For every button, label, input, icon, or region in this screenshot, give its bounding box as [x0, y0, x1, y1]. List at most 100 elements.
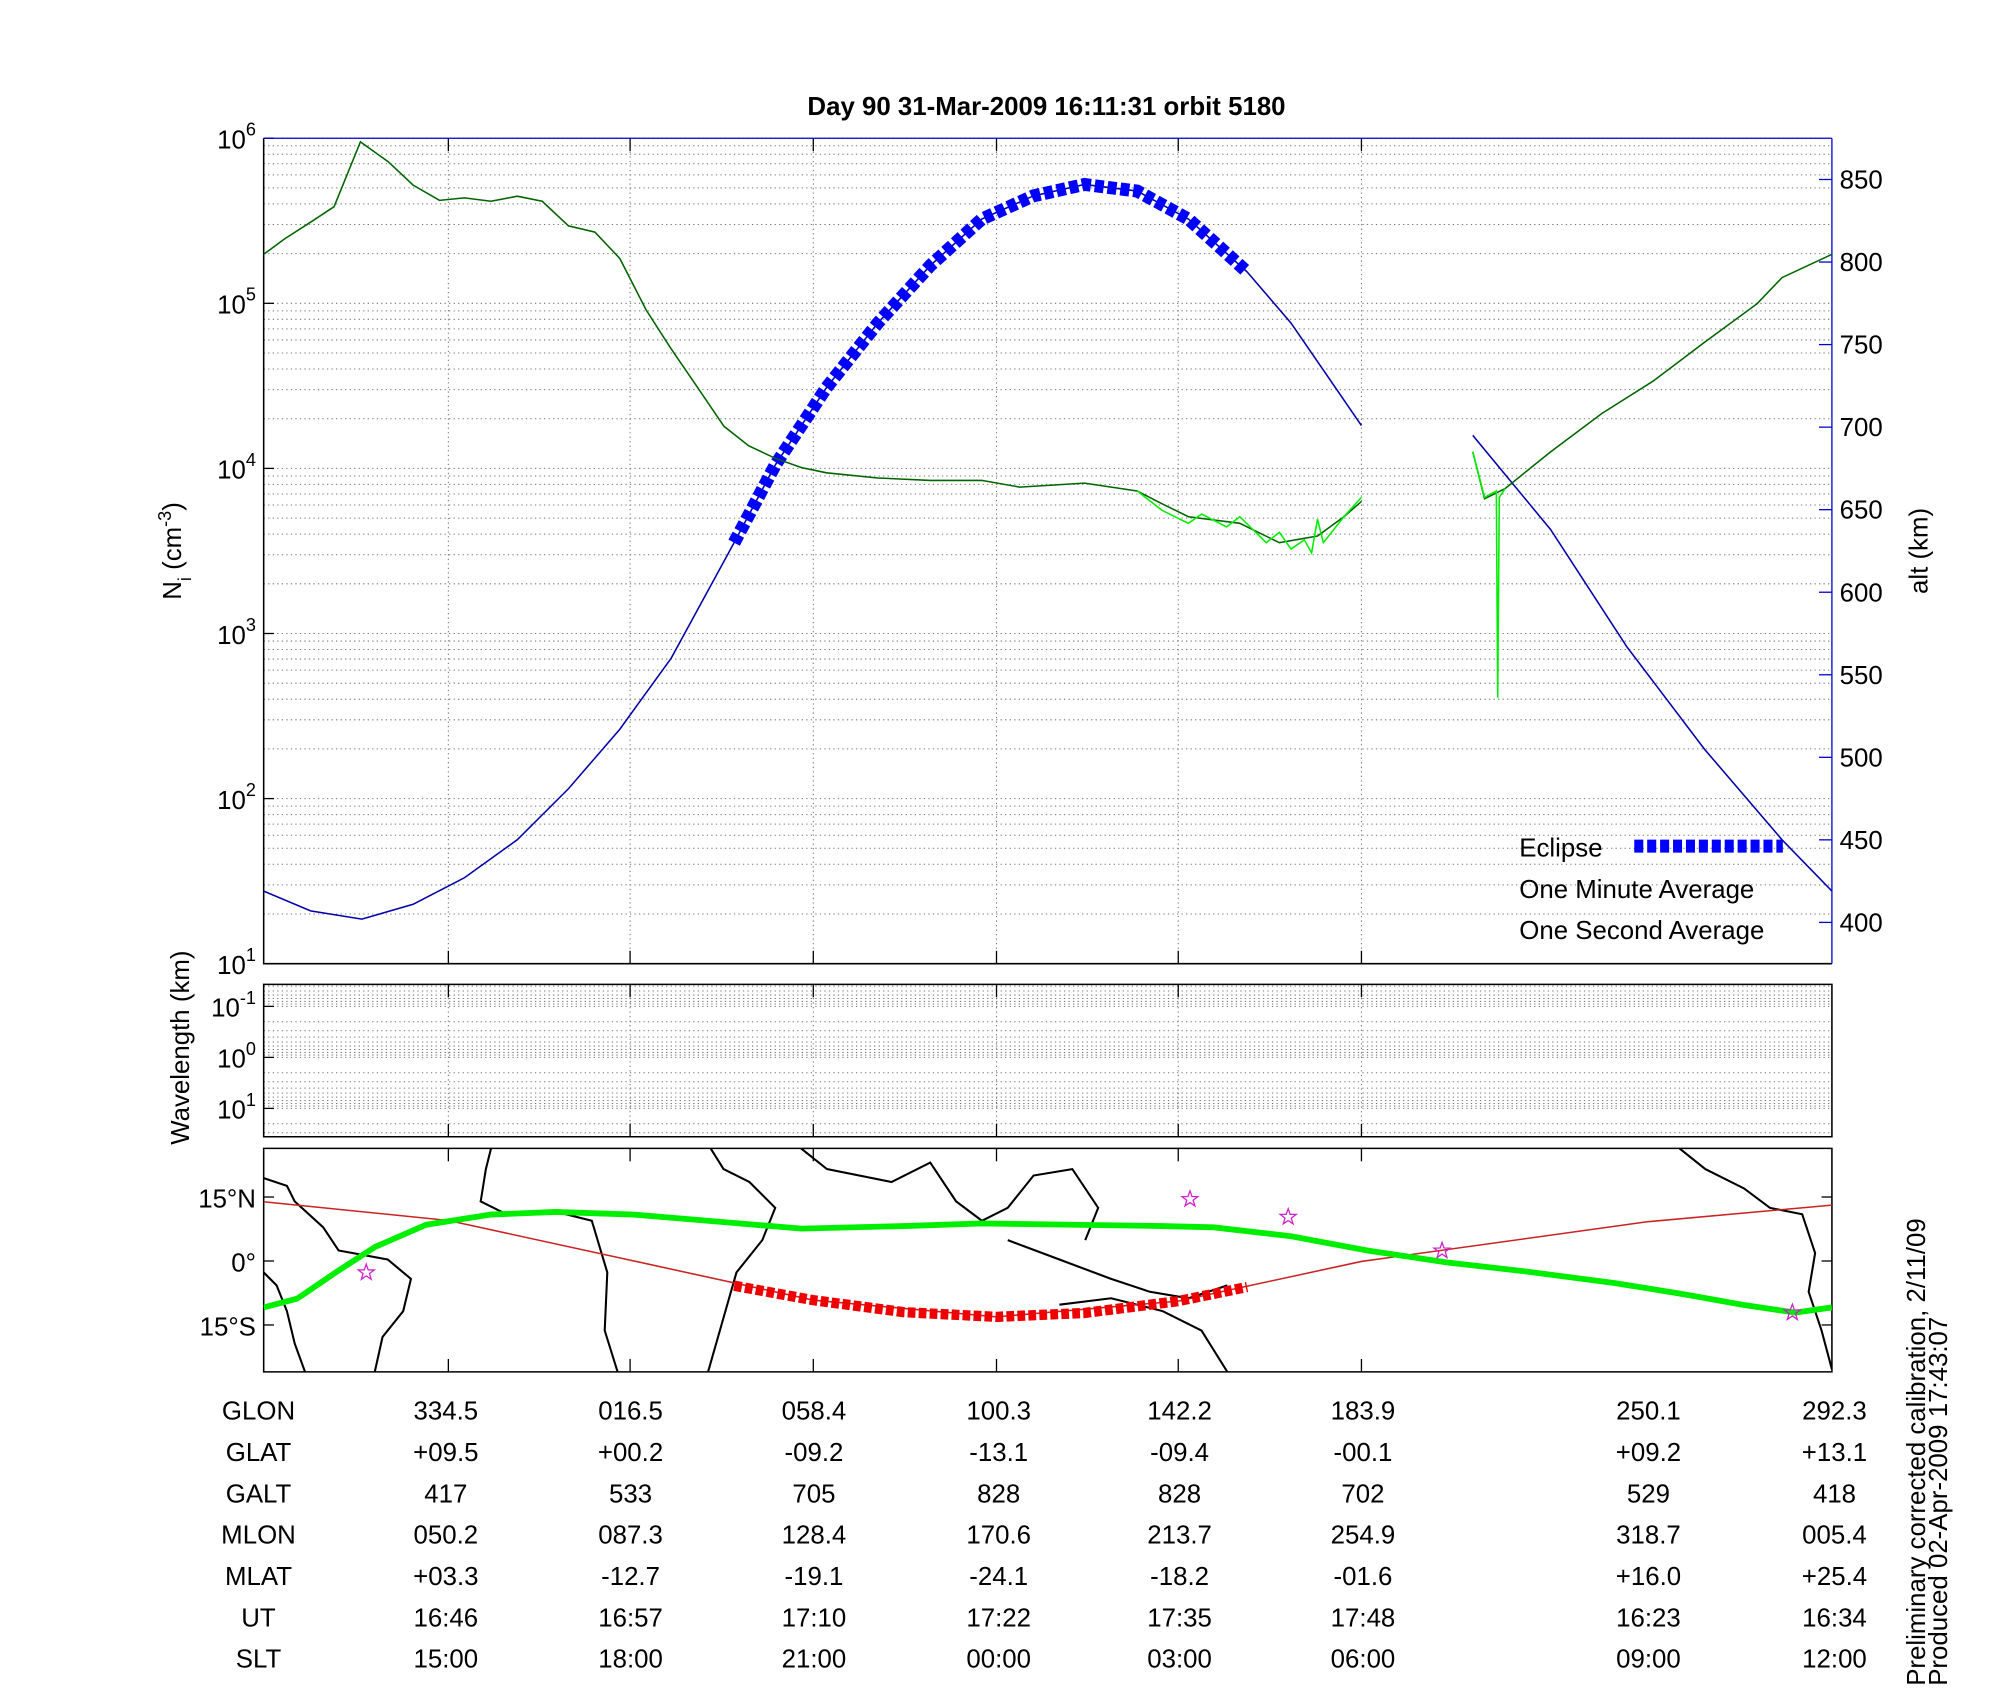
- row-label: GLAT: [226, 1439, 292, 1467]
- table-cell: 17:35: [1147, 1604, 1212, 1632]
- table-cell: 18:00: [598, 1646, 663, 1674]
- y2-axis-label: alt (km): [1906, 508, 1934, 594]
- series-line: [263, 1200, 1832, 1318]
- y-tick-label: 102: [217, 780, 256, 815]
- table-cell: +00.2: [598, 1439, 663, 1467]
- row-label: UT: [241, 1604, 276, 1632]
- table-cell: 17:10: [782, 1604, 847, 1632]
- table-cell: -24.1: [969, 1563, 1028, 1591]
- table-cell: 016.5: [598, 1398, 663, 1426]
- row-label: MLON: [221, 1522, 296, 1550]
- y-axis-label-part: -3: [155, 511, 175, 527]
- series-line: [263, 1209, 1832, 1316]
- star-marker: [1180, 1188, 1200, 1208]
- coastline: [707, 1148, 777, 1372]
- axes-frame: [262, 1147, 1833, 1373]
- star-marker: [1432, 1240, 1452, 1260]
- y-axis-label: Ni (cm-3): [155, 502, 195, 600]
- tick-base: 10: [217, 787, 246, 815]
- table-cell: 533: [609, 1480, 652, 1508]
- tick-base: 10: [217, 457, 246, 485]
- tick-exponent: 1: [246, 945, 256, 965]
- y-axis-label-part: N: [159, 581, 187, 600]
- tick-exponent: 0: [246, 1039, 256, 1059]
- tick-exponent: 4: [246, 450, 256, 470]
- table-cell: +13.1: [1802, 1439, 1867, 1467]
- y2-tick-label: 650: [1840, 497, 1883, 525]
- y2-tick-label: 500: [1840, 744, 1883, 772]
- table-cell: 318.7: [1616, 1522, 1681, 1550]
- tick-exponent: 1: [246, 1090, 256, 1110]
- table-cell: -12.7: [601, 1563, 660, 1591]
- table-cell: 17:48: [1331, 1604, 1396, 1632]
- y2-tick-label: 400: [1840, 909, 1883, 937]
- table-cell: 142.2: [1147, 1398, 1212, 1426]
- coastline: [1059, 1297, 1229, 1372]
- y2-tick-label: 450: [1840, 827, 1883, 855]
- y-tick-label: 101: [217, 1090, 256, 1125]
- table-cell: 334.5: [414, 1398, 479, 1426]
- y-tick-label: 104: [217, 450, 256, 485]
- series-line: [263, 140, 1832, 544]
- y-tick-label: 10-1: [211, 988, 256, 1023]
- y-tick-label: 15°S: [200, 1313, 256, 1341]
- table-cell: 170.6: [966, 1522, 1031, 1550]
- table-cell: 005.4: [1802, 1522, 1867, 1550]
- tick-exponent: 2: [246, 780, 256, 800]
- y-axis-label-part: i: [175, 577, 195, 581]
- tick-base: 10: [217, 1097, 246, 1125]
- table-cell: 828: [977, 1480, 1020, 1508]
- tick-base: 10: [211, 995, 240, 1023]
- table-cell: 16:46: [414, 1604, 479, 1632]
- y-tick-label: 100: [217, 1039, 256, 1074]
- table-cell: 254.9: [1331, 1522, 1396, 1550]
- table-cell: +03.3: [413, 1563, 478, 1591]
- table-cell: -19.1: [785, 1563, 844, 1591]
- series-line: [733, 1280, 1249, 1323]
- table-cell: 417: [424, 1480, 467, 1508]
- table-cell: 15:00: [414, 1646, 479, 1674]
- series-line: [263, 183, 1832, 920]
- table-cell: +16.0: [1616, 1563, 1681, 1591]
- tick-base: 10: [217, 1046, 246, 1074]
- y-tick-label: 15°N: [198, 1185, 256, 1213]
- star-marker: [1278, 1206, 1299, 1226]
- row-label: GLON: [222, 1398, 295, 1426]
- table-cell: 16:34: [1802, 1604, 1867, 1632]
- coastline: [479, 1148, 619, 1372]
- table-cell: -00.1: [1334, 1439, 1393, 1467]
- y-axis-label-part: ): [159, 502, 187, 511]
- table-cell: 418: [1813, 1480, 1856, 1508]
- table-cell: +09.2: [1616, 1439, 1681, 1467]
- coastline: [263, 1271, 306, 1372]
- table-cell: +25.4: [1802, 1563, 1867, 1591]
- footnote: Produced 02-Apr-2009 17:43:07: [1925, 1317, 1953, 1686]
- tick-exponent: 3: [246, 615, 256, 635]
- tick-base: 15°N: [198, 1185, 256, 1213]
- y-axis-label-part: (cm: [159, 527, 187, 577]
- table-cell: 529: [1627, 1480, 1670, 1508]
- tick-base: 10: [217, 622, 246, 650]
- star-marker: [1782, 1302, 1803, 1322]
- coastlines: [263, 1148, 1832, 1372]
- table-cell: -01.6: [1334, 1563, 1393, 1591]
- series-line: [728, 177, 1252, 546]
- table-cell: 100.3: [966, 1398, 1031, 1426]
- table-cell: 250.1: [1616, 1398, 1681, 1426]
- table-cell: 058.4: [782, 1398, 847, 1426]
- coastline: [263, 1177, 413, 1372]
- table-cell: 03:00: [1147, 1646, 1212, 1674]
- axes-frame: [262, 983, 1833, 1138]
- y2-tick-label: 750: [1840, 332, 1883, 360]
- y2-tick-label: 600: [1840, 579, 1883, 607]
- y-tick-label: 106: [217, 120, 256, 155]
- y-tick-label: 101: [217, 945, 256, 980]
- tick-base: 10: [217, 952, 246, 980]
- table-cell: 087.3: [598, 1522, 663, 1550]
- table-cell: 06:00: [1331, 1646, 1396, 1674]
- table-cell: +09.5: [413, 1439, 478, 1467]
- legend-label: One Second Average: [1519, 917, 1764, 945]
- table-cell: 213.7: [1147, 1522, 1212, 1550]
- tick-base: 15°S: [200, 1313, 256, 1341]
